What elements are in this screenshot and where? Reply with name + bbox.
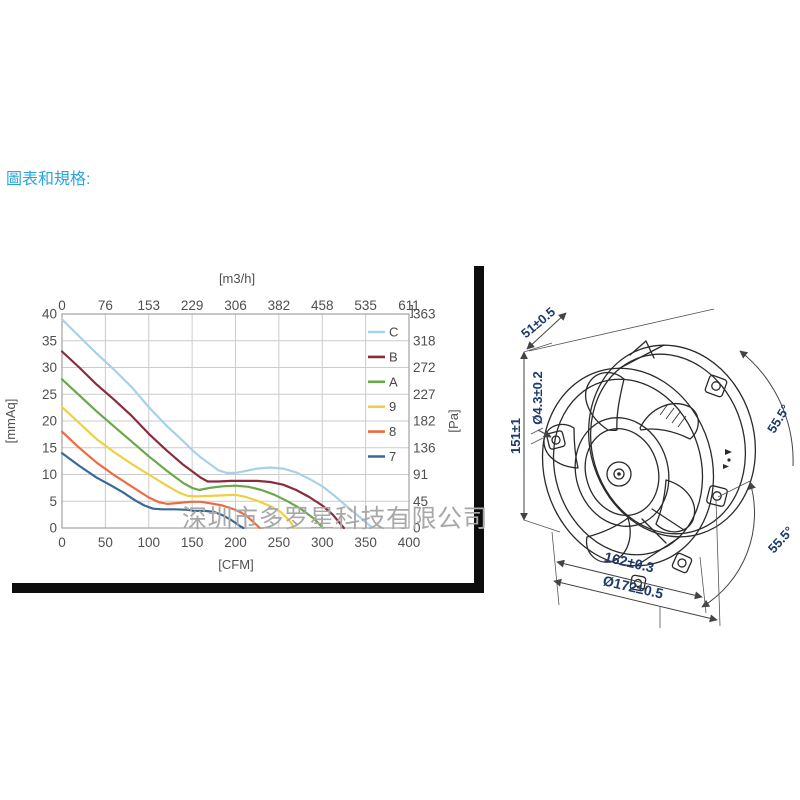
right-axis-tick: 136: [413, 440, 436, 455]
left-axis-tick: 40: [42, 307, 57, 322]
left-axis-tick: 10: [42, 467, 57, 482]
legend-item-B: B: [368, 349, 398, 364]
curves-group: [60, 318, 374, 530]
bottom-axis-tick: 200: [224, 535, 247, 550]
bottom-axis-tick: 150: [181, 535, 204, 550]
blade-hatch: [659, 403, 687, 428]
fan-blades: [543, 372, 699, 563]
left-axis-title: [mmAq]: [3, 399, 18, 444]
top-axis-corner-mark: ]: [410, 303, 414, 318]
fan-dimension-drawing: 51±0.5 151±1 Ø4.3±0.2 55.5° 55.5° 162±0.…: [508, 304, 796, 628]
right-axis-tick: 272: [413, 360, 436, 375]
bottom-axis-tick: 50: [98, 535, 113, 550]
dim-diameter-label: Ø172±0.5: [602, 572, 666, 601]
top-axis-tick: 229: [181, 298, 204, 313]
dim-hole-label: Ø4.3±0.2: [530, 371, 545, 424]
top-axis-tick: 535: [354, 298, 377, 313]
dimension-lines: [520, 308, 794, 628]
bottom-axis-tick: 250: [268, 535, 291, 550]
top-axis-tick: 611: [398, 298, 420, 313]
curve-7: [60, 452, 245, 530]
frame-shadow-right: [474, 266, 484, 593]
fan-hub: [574, 417, 685, 544]
legend-label: C: [389, 325, 398, 340]
dim-angle-bottom-label: 55.5°: [765, 523, 797, 556]
right-axis-tick: 0: [413, 521, 421, 536]
legend-item-7: 7: [368, 449, 396, 464]
legend-label: A: [389, 374, 398, 389]
rotation-indicator-icon: [723, 449, 732, 469]
legend-label: 9: [389, 399, 396, 414]
legend-item-8: 8: [368, 424, 396, 439]
left-axis-tick: 15: [42, 440, 57, 455]
curve-9: [60, 406, 296, 530]
legend-item-C: C: [368, 325, 398, 340]
right-axis: 363 318 272 227 182 136 91 45 0 [Pa]: [413, 307, 461, 536]
top-axis-tick: 76: [98, 298, 113, 313]
bottom-axis-tick: 400: [398, 535, 421, 550]
right-axis-tick: 318: [413, 333, 436, 348]
legend-label: 7: [389, 449, 396, 464]
legend-label: B: [389, 349, 398, 364]
bottom-axis-tick: 350: [354, 535, 377, 550]
hub-center-dot: [617, 472, 621, 476]
top-axis-title: [m3/h]: [219, 271, 255, 286]
top-axis: 0 76 153 229 306 382 458 535 611] [m3/h]: [58, 271, 420, 318]
legend-item-9: 9: [368, 399, 396, 414]
left-axis-tick: 30: [42, 360, 57, 375]
left-axis-tick: 5: [49, 494, 57, 509]
right-axis-tick: 45: [413, 494, 428, 509]
left-axis-tick: 20: [42, 414, 57, 429]
left-axis-tick: 35: [42, 333, 57, 348]
top-axis-tick: 382: [268, 298, 291, 313]
top-axis-tick: 0: [58, 298, 66, 313]
curve-8: [60, 430, 261, 530]
top-axis-tick: 153: [137, 298, 160, 313]
right-axis-tick: 182: [413, 414, 436, 429]
dim-depth-label: 51±0.5: [518, 304, 558, 341]
bottom-axis-tick: 0: [58, 535, 66, 550]
left-axis: 40 35 30 25 20 15 10 5 0 [mmAq]: [3, 307, 57, 536]
bottom-axis: 0 50 100 150 200 250 300 350 400 [CFM]: [58, 535, 420, 572]
dim-angle-top-label: 55.5°: [764, 402, 793, 436]
bottom-axis-title: [CFM]: [218, 557, 253, 572]
legend-item-A: A: [368, 374, 398, 389]
bottom-axis-tick: 100: [137, 535, 160, 550]
curve-B: [60, 350, 345, 530]
watermark: 深圳市多罗星科技有限公司: [182, 505, 489, 533]
page-title: 圖表和規格:: [6, 171, 91, 188]
legend-label: 8: [389, 424, 396, 439]
frame-shadow-bottom: [12, 583, 484, 593]
right-axis-title: [Pa]: [446, 409, 461, 432]
dimension-labels: 51±0.5 151±1 Ø4.3±0.2 55.5° 55.5° 162±0.…: [508, 304, 796, 602]
left-axis-tick: 25: [42, 387, 57, 402]
right-axis-tick: 91: [413, 467, 428, 482]
bottom-axis-tick: 300: [311, 535, 334, 550]
dim-height-label: 151±1: [508, 418, 523, 454]
right-axis-tick: 227: [413, 387, 436, 402]
fan-housing: [541, 340, 757, 567]
curve-A: [60, 378, 325, 530]
dim-bolt-spacing-label: 162±0.3: [603, 549, 656, 576]
curve-C: [60, 318, 374, 530]
top-axis-tick: 306: [224, 298, 247, 313]
top-axis-tick: 458: [311, 298, 334, 313]
right-axis-tick: 363: [413, 307, 436, 322]
plot-border: [61, 313, 410, 529]
chart-legend: CBA 9 8 7: [368, 325, 398, 464]
left-axis-tick: 0: [49, 521, 57, 536]
